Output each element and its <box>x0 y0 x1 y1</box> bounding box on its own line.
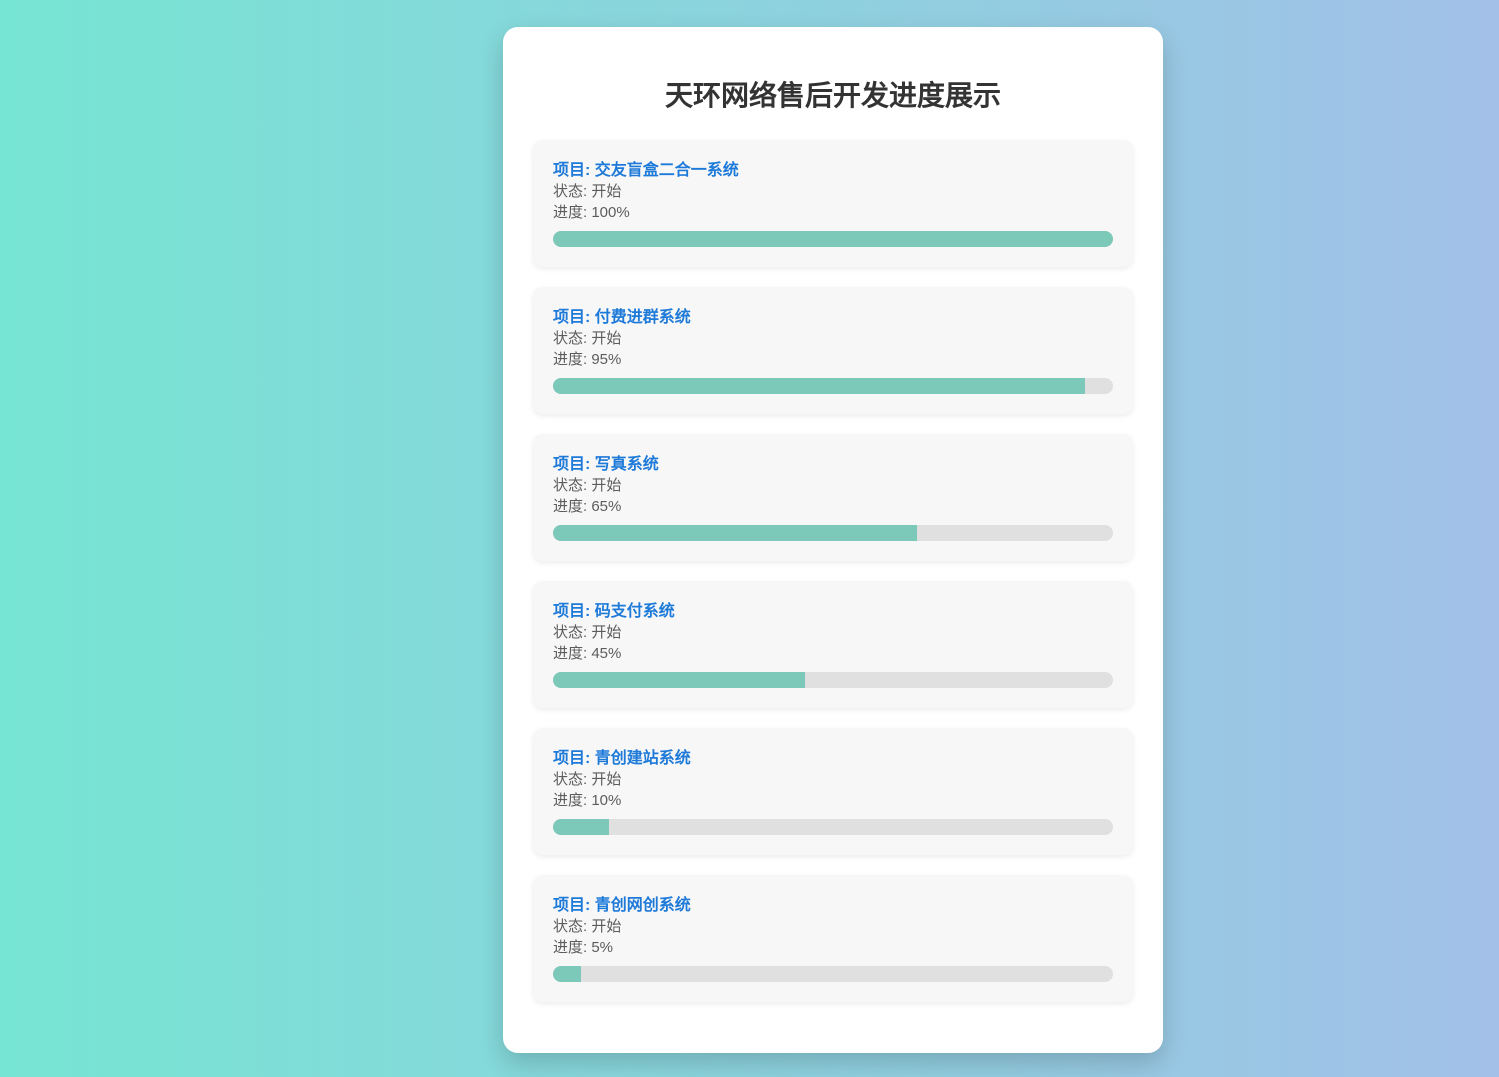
project-card: 项目: 交友盲盒二合一系统 状态: 开始 进度: 100% <box>533 140 1133 267</box>
status-value: 开始 <box>591 183 622 200</box>
project-label: 项目: <box>553 456 595 473</box>
project-name-line: 项目: 青创建站系统 <box>553 748 1113 769</box>
status-label: 状态: <box>553 771 592 788</box>
progress-label: 进度: <box>553 204 592 221</box>
project-name-line: 项目: 码支付系统 <box>553 601 1113 622</box>
project-label: 项目: <box>553 309 595 326</box>
progress-value: 65% <box>591 498 622 515</box>
project-label: 项目: <box>553 603 595 620</box>
project-progress-line: 进度: 5% <box>553 937 1113 958</box>
progress-bar-track <box>553 672 1113 688</box>
project-status-line: 状态: 开始 <box>553 622 1113 643</box>
progress-bar-fill <box>553 525 917 541</box>
status-label: 状态: <box>553 918 592 935</box>
main-panel: 天环网络售后开发进度展示 项目: 交友盲盒二合一系统 状态: 开始 进度: 10… <box>503 27 1163 1053</box>
project-name-line: 项目: 付费进群系统 <box>553 307 1113 328</box>
project-card: 项目: 码支付系统 状态: 开始 进度: 45% <box>533 581 1133 708</box>
progress-bar-fill <box>553 966 581 982</box>
project-name-value: 付费进群系统 <box>594 309 691 326</box>
progress-label: 进度: <box>553 351 592 368</box>
progress-bar-track <box>553 231 1113 247</box>
project-status-line: 状态: 开始 <box>553 769 1113 790</box>
project-name-value: 码支付系统 <box>594 603 675 620</box>
progress-bar-fill <box>553 819 609 835</box>
project-name-line: 项目: 青创网创系统 <box>553 895 1113 916</box>
progress-bar-track <box>553 966 1113 982</box>
project-progress-line: 进度: 45% <box>553 643 1113 664</box>
project-name-line: 项目: 写真系统 <box>553 454 1113 475</box>
project-label: 项目: <box>553 162 595 179</box>
status-value: 开始 <box>591 330 622 347</box>
status-label: 状态: <box>553 330 592 347</box>
status-label: 状态: <box>553 183 592 200</box>
progress-bar-track <box>553 819 1113 835</box>
status-label: 状态: <box>553 477 592 494</box>
progress-bar-track <box>553 378 1113 394</box>
progress-value: 45% <box>591 645 622 662</box>
progress-label: 进度: <box>553 645 592 662</box>
progress-label: 进度: <box>553 498 592 515</box>
project-name-value: 青创建站系统 <box>594 750 691 767</box>
project-status-line: 状态: 开始 <box>553 328 1113 349</box>
progress-bar-fill <box>553 378 1085 394</box>
progress-bar-track <box>553 525 1113 541</box>
progress-value: 100% <box>591 204 630 221</box>
status-label: 状态: <box>553 624 592 641</box>
progress-value: 95% <box>591 351 622 368</box>
progress-label: 进度: <box>553 792 592 809</box>
page-title: 天环网络售后开发进度展示 <box>664 80 1001 111</box>
progress-bar-fill <box>553 231 1113 247</box>
project-name-line: 项目: 交友盲盒二合一系统 <box>553 160 1113 181</box>
project-name-value: 青创网创系统 <box>594 897 691 914</box>
progress-value: 5% <box>591 939 614 956</box>
status-value: 开始 <box>591 918 622 935</box>
project-card: 项目: 青创建站系统 状态: 开始 进度: 10% <box>533 728 1133 855</box>
project-name-value: 交友盲盒二合一系统 <box>594 162 739 179</box>
project-progress-line: 进度: 95% <box>553 349 1113 370</box>
project-progress-line: 进度: 100% <box>553 202 1113 223</box>
project-card: 项目: 付费进群系统 状态: 开始 进度: 95% <box>533 287 1133 414</box>
project-card: 项目: 青创网创系统 状态: 开始 进度: 5% <box>533 875 1133 1002</box>
progress-value: 10% <box>591 792 622 809</box>
project-status-line: 状态: 开始 <box>553 475 1113 496</box>
project-name-value: 写真系统 <box>594 456 659 473</box>
progress-bar-fill <box>553 672 805 688</box>
project-label: 项目: <box>553 750 595 767</box>
project-progress-line: 进度: 65% <box>553 496 1113 517</box>
project-status-line: 状态: 开始 <box>553 181 1113 202</box>
project-list: 项目: 交友盲盒二合一系统 状态: 开始 进度: 100% 项目: 付费进群系统… <box>533 140 1133 1002</box>
project-label: 项目: <box>553 897 595 914</box>
project-progress-line: 进度: 10% <box>553 790 1113 811</box>
status-value: 开始 <box>591 477 622 494</box>
project-card: 项目: 写真系统 状态: 开始 进度: 65% <box>533 434 1133 561</box>
project-status-line: 状态: 开始 <box>553 916 1113 937</box>
status-value: 开始 <box>591 624 622 641</box>
progress-label: 进度: <box>553 939 592 956</box>
status-value: 开始 <box>591 771 622 788</box>
